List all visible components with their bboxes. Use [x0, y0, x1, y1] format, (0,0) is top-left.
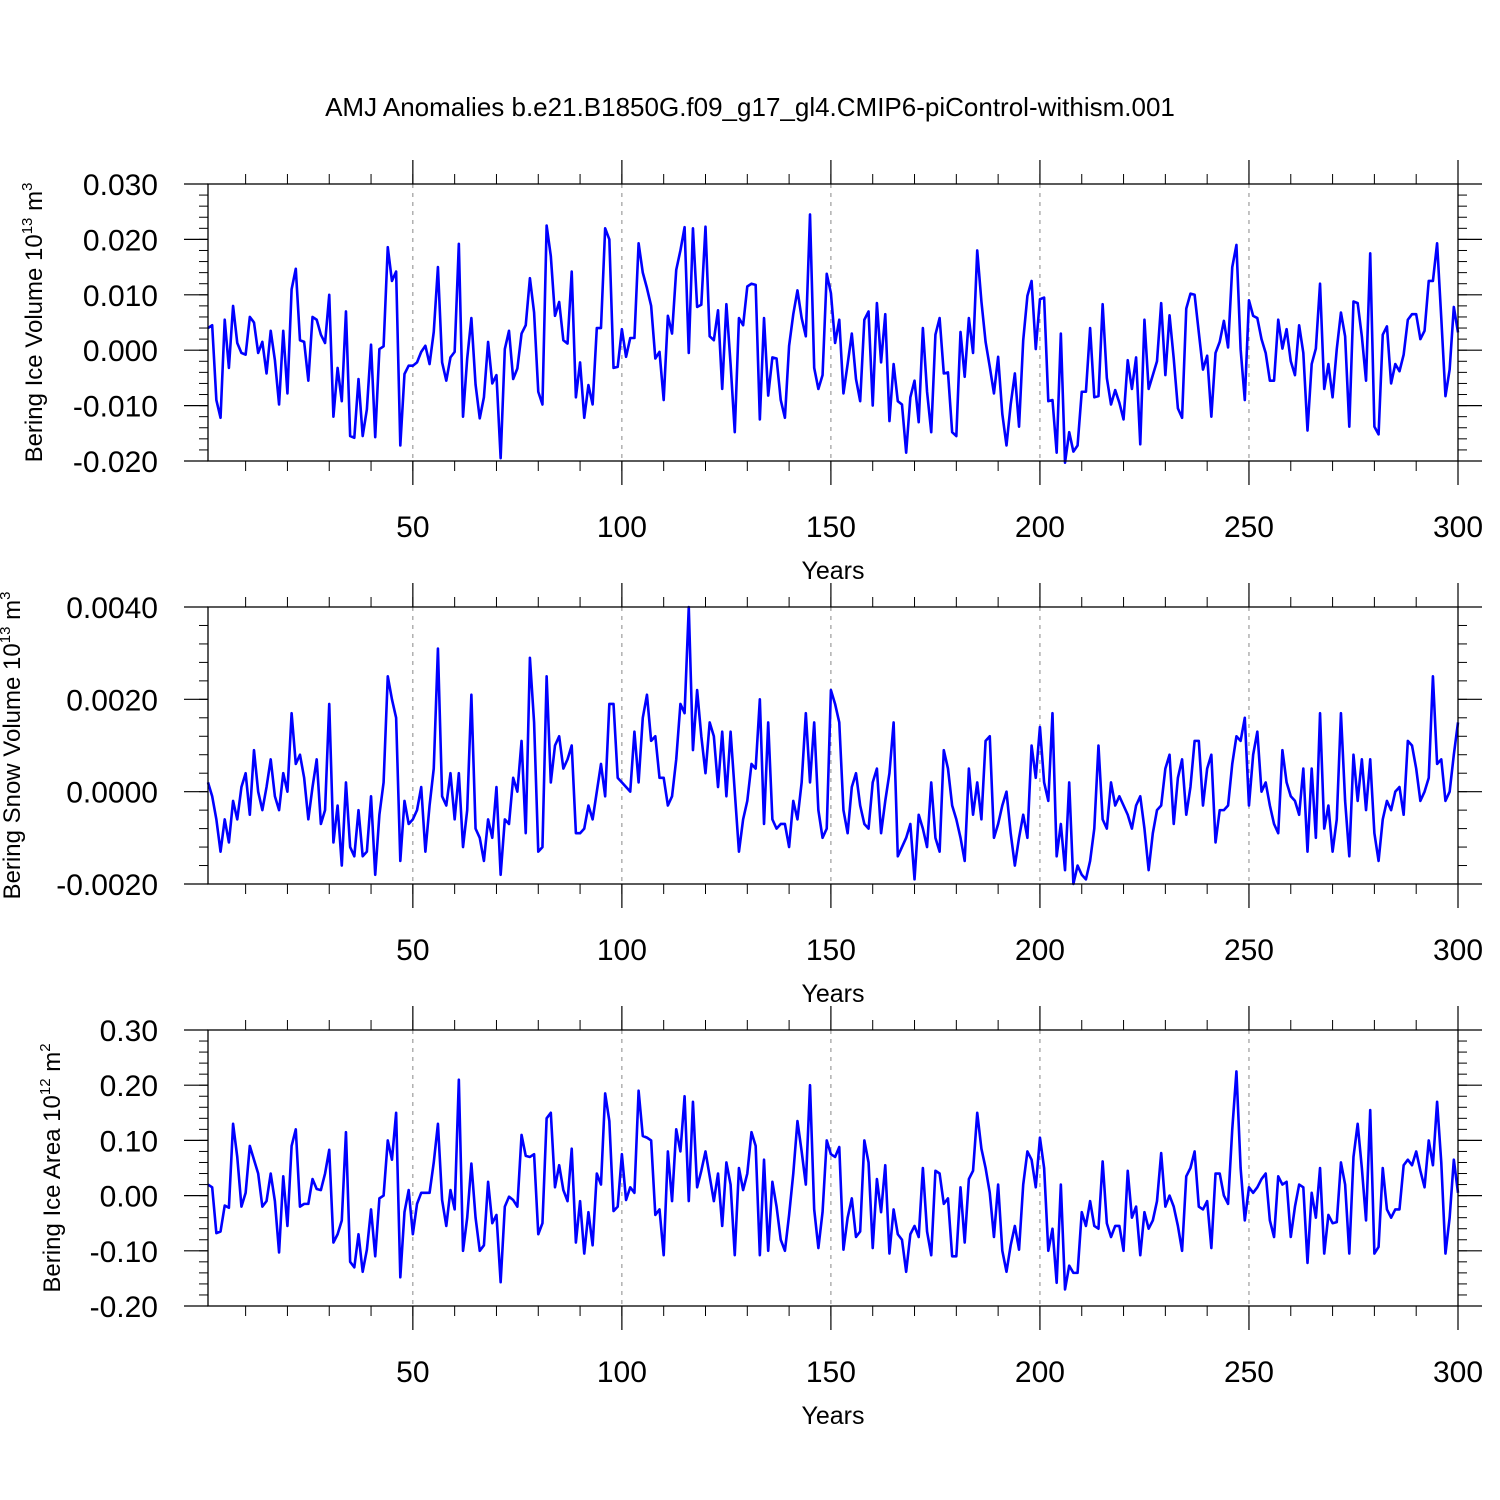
plot-frame	[207, 606, 1459, 885]
y-tick-label: 0.0020	[66, 684, 158, 717]
x-tick-label: 250	[1224, 511, 1274, 544]
y-tick-label: 0.30	[100, 1015, 158, 1048]
y-tick-label: 0.0000	[66, 777, 158, 810]
y-tick-label: -0.20	[90, 1291, 158, 1324]
y-tick-label: 0.010	[83, 280, 158, 313]
x-tick-label: 200	[1015, 934, 1065, 967]
y-axis-label: Bering Ice Volume 1013 m3	[19, 183, 48, 463]
x-tick-label: 250	[1224, 934, 1274, 967]
panel-2: -0.0020 0.0000 0.0020 0.0040 50 100 150 200 250 3…	[0, 583, 1483, 1008]
x-tick-label: 50	[396, 511, 429, 544]
y-tick-label: 0.020	[83, 224, 158, 257]
panel-1: -0.020 -0.010 0.000 0.010 0.020 0.030 50 100 150…	[19, 160, 1483, 585]
x-tick-label: 50	[396, 1356, 429, 1389]
x-tick-label: 150	[806, 1356, 856, 1389]
x-tick-label: 100	[597, 511, 647, 544]
y-axis-label: Bering Snow Volume 1013 m3	[0, 592, 26, 900]
x-tick-label: 250	[1224, 1356, 1274, 1389]
y-tick-label: 0.10	[100, 1125, 158, 1158]
x-tick-label: 200	[1015, 511, 1065, 544]
y-tick-label: -0.0020	[56, 869, 158, 902]
x-axis-label: Years	[801, 980, 864, 1008]
y-axis-label: Bering Ice Area 1012 m2	[37, 1043, 66, 1292]
plot-frame	[207, 1029, 1459, 1307]
x-tick-label: 150	[806, 511, 856, 544]
x-tick-label: 300	[1433, 934, 1483, 967]
data-series-line	[206, 605, 1460, 886]
x-tick-label: 300	[1433, 511, 1483, 544]
plot-frame	[207, 183, 1459, 462]
y-tick-label: 0.000	[83, 335, 158, 368]
x-tick-label: 150	[806, 934, 856, 967]
y-tick-label: 0.0040	[66, 592, 158, 625]
x-tick-label: 50	[396, 934, 429, 967]
x-tick-label: 100	[597, 934, 647, 967]
y-tick-label: 0.00	[100, 1181, 158, 1214]
panel-3: -0.20 -0.10 0.00 0.10 0.20 0.30 50 100 150 200 250…	[37, 1006, 1483, 1430]
x-tick-label: 100	[597, 1356, 647, 1389]
y-tick-label: 0.030	[83, 169, 158, 202]
y-tick-label: -0.020	[73, 446, 158, 479]
y-tick-label: -0.010	[73, 391, 158, 424]
x-tick-label: 200	[1015, 1356, 1065, 1389]
data-series-line	[207, 213, 1460, 464]
x-axis-label: Years	[801, 557, 864, 585]
x-axis-label: Years	[801, 1402, 864, 1430]
y-tick-label: 0.20	[100, 1070, 158, 1103]
chart-title: AMJ Anomalies b.e21.B1850G.f09_g17_gl4.C…	[325, 92, 1175, 122]
x-tick-label: 300	[1433, 1356, 1483, 1389]
y-tick-label: -0.10	[90, 1236, 158, 1269]
data-series-line	[207, 1070, 1460, 1291]
